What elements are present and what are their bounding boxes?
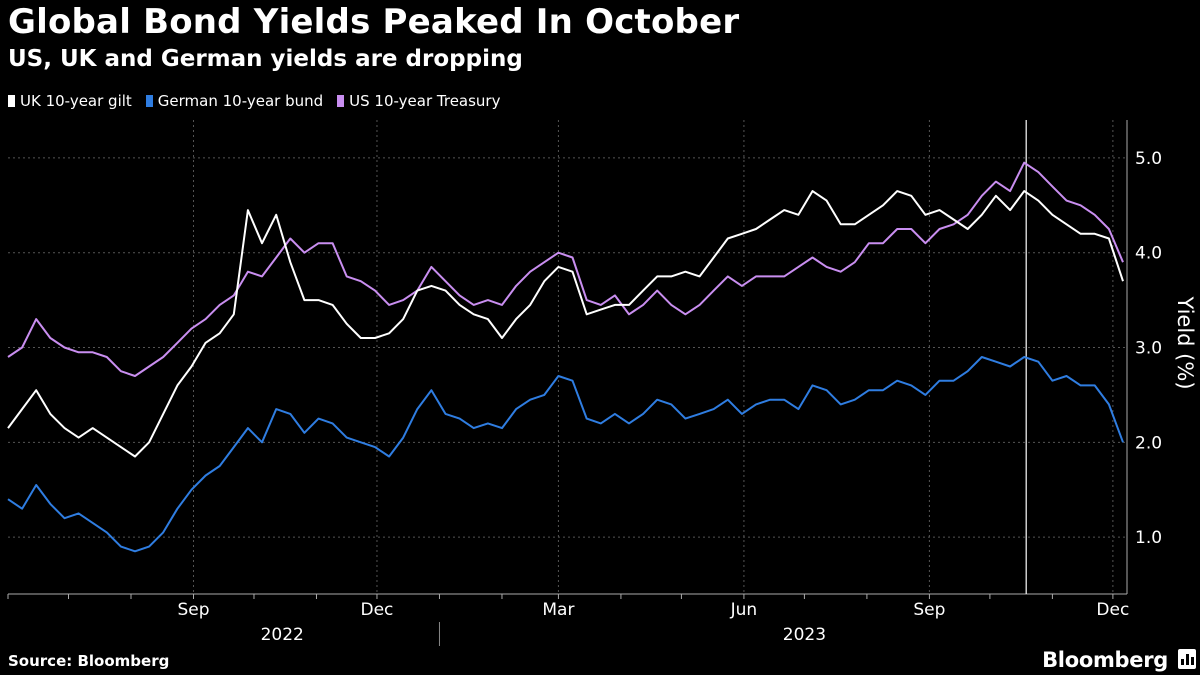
y-axis-label: Yield (%) <box>1173 295 1197 389</box>
series-line-uk <box>7 190 1124 458</box>
y-tick-label: 4.0 <box>1135 244 1162 264</box>
legend-label-us: US 10-year Treasury <box>349 92 501 110</box>
y-tick-label: 5.0 <box>1135 149 1162 169</box>
legend: UK 10-year gilt German 10-year bund US 1… <box>8 92 500 110</box>
legend-item-german: German 10-year bund <box>145 92 324 110</box>
series-line-german <box>7 356 1124 553</box>
legend-item-us: US 10-year Treasury <box>337 92 500 110</box>
x-year-label: 2022 <box>261 625 304 645</box>
legend-item-uk: UK 10-year gilt <box>8 92 132 110</box>
x-tick-label: Mar <box>542 600 574 620</box>
bloomberg-bar-chart-icon <box>1178 649 1196 669</box>
x-year-label: 2023 <box>783 625 826 645</box>
legend-swatch-german <box>145 95 153 107</box>
bloomberg-logo: Bloomberg <box>1042 648 1168 672</box>
chart-title: Global Bond Yields Peaked In October <box>8 2 740 42</box>
source-note: Source: Bloomberg <box>8 652 170 670</box>
x-tick-label: Jun <box>730 600 758 620</box>
x-tick-label: Dec <box>1096 600 1129 620</box>
y-tick-label: 3.0 <box>1135 339 1162 359</box>
y-tick-label: 1.0 <box>1135 528 1162 548</box>
legend-label-german: German 10-year bund <box>157 92 324 110</box>
y-tick-label: 2.0 <box>1135 433 1162 453</box>
x-tick-label: Sep <box>177 600 209 620</box>
series-line-us <box>7 161 1124 377</box>
x-tick-label: Sep <box>913 600 945 620</box>
x-tick-label: Dec <box>361 600 394 620</box>
legend-label-uk: UK 10-year gilt <box>20 92 132 110</box>
legend-swatch-uk <box>8 95 15 107</box>
chart-subtitle: US, UK and German yields are dropping <box>8 46 523 72</box>
legend-swatch-us <box>337 95 345 107</box>
